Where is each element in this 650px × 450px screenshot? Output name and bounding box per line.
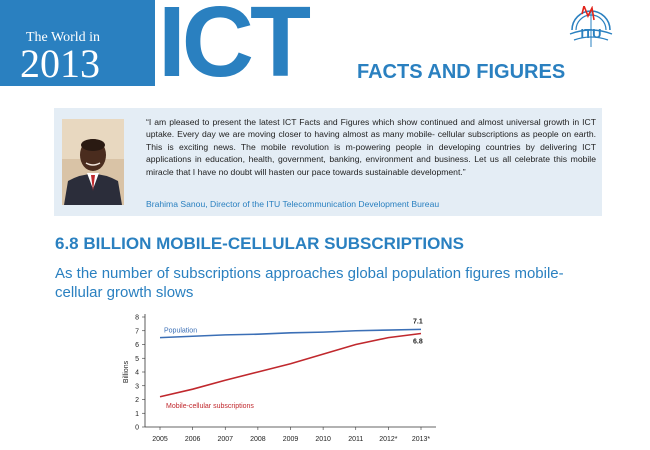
x-tick-label: 2009 [283,436,299,443]
end-value-label: 7.1 [413,318,423,325]
itu-logo-text: ITU [581,26,602,41]
quote-author: Brahima Sanou, Director of the ITU Telec… [146,199,440,209]
series-line-population [159,328,422,339]
x-tick-label: 2013* [412,436,431,443]
itu-logo-icon: ITU [569,6,613,47]
report-banner: The World in 2013 ICT FACTS AND FIGURES … [0,0,650,92]
y-axis-label: Billions [123,360,130,383]
subscriptions-line-chart: 0 1 2 3 4 5 6 7 8 2005 2006 2007 2008 2009 2010 2011 201… [123,314,436,443]
section-subheadline: As the number of subscriptions approache… [55,265,564,301]
y-tick-label: 4 [135,370,139,377]
x-tick-label: 2010 [315,436,331,443]
y-tick-label: 0 [135,425,139,432]
y-tick-label: 2 [135,397,139,404]
series-label: Mobile-cellular subscriptions [166,403,254,410]
x-tick-label: 2007 [217,436,233,443]
year-box: The World in 2013 [0,0,155,86]
y-tick-label: 6 [135,342,139,349]
y-tick-label: 5 [135,356,139,363]
x-tick-label: 2008 [250,436,266,443]
facts-and-figures-title: FACTS AND FIGURES [357,61,566,83]
section-headline: 6.8 BILLION MOBILE-CELLULAR SUBSCRIPTION… [55,234,464,253]
ict-wordmark: ICT [158,0,311,98]
series-label: Population [164,328,197,335]
y-tick-label: 7 [135,328,139,335]
x-tick-label: 2005 [152,436,168,443]
y-tick-label: 3 [135,383,139,390]
world-in-label: The World in [26,30,101,45]
director-photo [62,119,124,205]
director-quote-box: “I am pleased to present the latest ICT … [54,108,602,216]
year-label: 2013 [20,41,100,86]
series-line-mobile-subscriptions [159,332,422,398]
x-tick-label: 2012* [379,436,398,443]
x-tick-label: 2006 [185,436,201,443]
end-value-label: 6.8 [413,339,423,346]
quote-text: “I am pleased to present the latest ICT … [146,117,596,177]
x-tick-label: 2011 [348,436,363,443]
y-tick-label: 8 [135,315,139,322]
y-tick-label: 1 [135,411,139,418]
